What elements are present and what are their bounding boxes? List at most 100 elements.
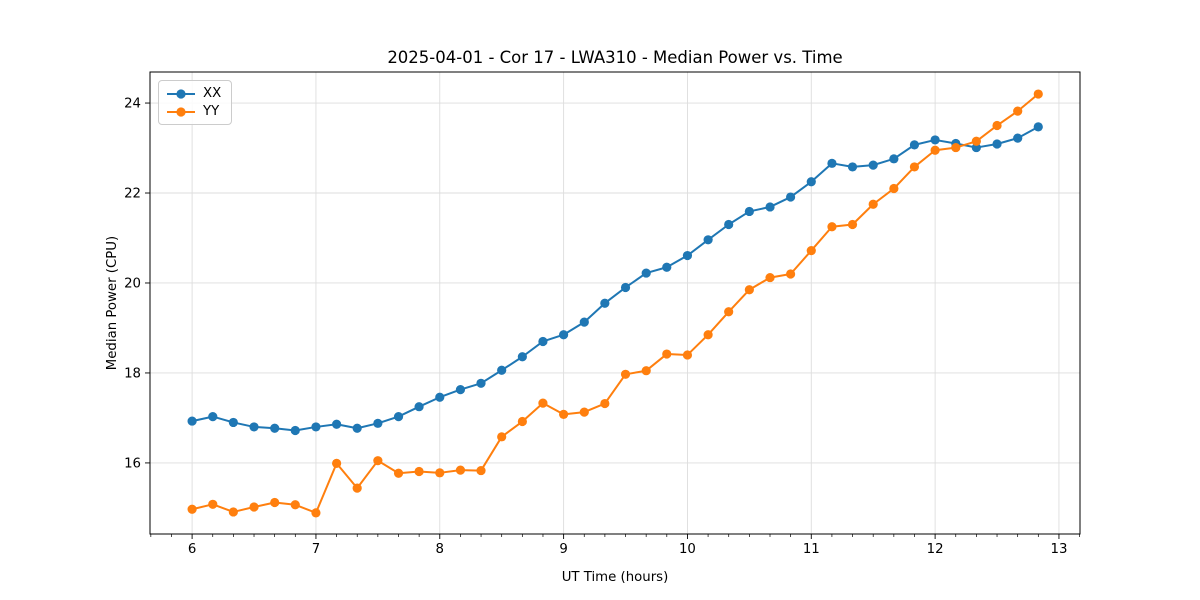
legend-entry-yy: YY <box>166 104 221 119</box>
series-yy-marker <box>311 508 321 518</box>
plot-border <box>149 71 1081 535</box>
grid-layer <box>150 72 1080 534</box>
series-xx-marker <box>352 423 362 433</box>
axes-layer: 6 7 8 9 10 11 12 13 16 18 20 22 24 <box>124 71 1081 557</box>
legend: XX YY <box>158 80 233 125</box>
legend-swatch-yy-icon <box>167 106 195 117</box>
series-yy-marker <box>187 504 197 514</box>
series-xx-marker <box>724 219 734 230</box>
series-xx-marker <box>290 425 300 436</box>
series-xx-marker <box>703 235 713 245</box>
x-axis-label: UT Time (hours) <box>562 570 669 585</box>
x-tick-label: 9 <box>559 542 567 557</box>
series-xx-marker <box>249 422 259 432</box>
series-xx-marker <box>373 418 383 428</box>
series-xx-marker <box>868 160 878 170</box>
series-yy-marker <box>290 500 300 510</box>
x-tick-label: 6 <box>188 542 196 557</box>
series-yy-marker <box>930 145 940 155</box>
series-yy-marker <box>992 120 1002 131</box>
series-xx-marker <box>600 298 610 308</box>
series-yy-marker <box>889 183 899 194</box>
legend-entry-xx: XX <box>166 86 221 101</box>
series-yy-marker <box>208 499 218 509</box>
series-xx-marker <box>476 378 486 388</box>
series-yy-marker <box>579 407 589 417</box>
x-tick-label: 12 <box>927 542 944 557</box>
series-yy-marker <box>476 465 486 476</box>
series-xx-marker <box>579 317 589 327</box>
series-yy-marker <box>559 409 569 419</box>
series-yy-marker <box>393 468 404 478</box>
series-xx-marker <box>270 423 280 433</box>
series-xx-marker <box>889 154 899 164</box>
series-yy-marker <box>909 162 920 172</box>
series-xx-marker <box>930 135 940 145</box>
series-yy-marker <box>703 330 713 340</box>
y-tick-label: 18 <box>124 367 141 382</box>
series-yy-marker <box>1033 89 1043 99</box>
series-yy-marker <box>806 245 816 256</box>
series-xx-marker <box>806 177 816 187</box>
series-yy-marker <box>662 349 672 359</box>
series-xx-marker <box>992 139 1002 149</box>
series-yy-marker <box>538 398 548 408</box>
series-xx-marker <box>538 336 548 347</box>
series-yy-marker <box>868 199 878 209</box>
series-xx-marker <box>187 416 197 426</box>
series-yy-marker <box>682 350 693 360</box>
series-yy-marker <box>951 142 961 153</box>
legend-swatch-xx-icon <box>167 88 195 99</box>
x-tick-label: 8 <box>436 542 444 557</box>
series-yy-marker <box>455 465 466 475</box>
series-xx-marker <box>662 262 672 272</box>
series-xx-marker <box>909 140 920 150</box>
series-yy-marker <box>414 466 424 477</box>
series-xx-marker <box>455 384 466 395</box>
series-xx-marker <box>497 365 507 375</box>
series-yy-marker <box>373 456 383 466</box>
series-xx-marker <box>311 422 321 432</box>
series-yy-marker <box>1013 106 1023 116</box>
series-yy-marker <box>352 483 362 493</box>
series-yy-marker <box>620 369 631 379</box>
series-xx-marker <box>785 192 796 202</box>
legend-label-yy: YY <box>203 104 220 119</box>
series-xx-marker <box>620 282 631 293</box>
series-xx-marker <box>847 162 858 172</box>
series-yy-marker <box>228 507 238 517</box>
series-xx-marker <box>208 411 218 422</box>
series-yy-marker <box>744 285 754 295</box>
series-xx-marker <box>517 352 527 362</box>
series-xx-marker <box>393 411 404 422</box>
series-yy-marker <box>497 432 507 442</box>
legend-label-xx: XX <box>203 86 222 101</box>
chart-title: 2025-04-01 - Cor 17 - LWA310 - Median Po… <box>387 48 842 67</box>
series-yy-marker <box>847 219 858 230</box>
series-yy-marker <box>435 468 445 478</box>
series-yy-marker <box>765 272 775 283</box>
series-yy-marker <box>249 502 259 512</box>
series-xx-marker <box>332 419 342 429</box>
y-tick-label: 16 <box>124 457 141 472</box>
series-yy-marker <box>517 416 527 427</box>
y-tick-label: 24 <box>124 97 141 112</box>
series-yy-marker <box>724 307 734 317</box>
series-yy-marker <box>971 136 981 146</box>
series-xx-marker <box>228 417 238 428</box>
series-xx-marker <box>435 392 445 402</box>
series-yy-marker <box>332 458 342 468</box>
series-xx-marker <box>744 206 754 217</box>
y-axis-label: Median Power (CPU) <box>105 236 120 370</box>
series-xx-marker <box>641 268 651 278</box>
x-tick-label: 7 <box>312 542 320 557</box>
x-tick-label: 13 <box>1050 542 1067 557</box>
series-xx-marker <box>682 250 693 261</box>
series-xx-marker <box>559 330 569 340</box>
x-tick-label: 11 <box>803 542 820 557</box>
series-xx-marker <box>414 402 424 412</box>
series-xx-marker <box>765 202 775 212</box>
series-xx-marker <box>971 142 981 153</box>
